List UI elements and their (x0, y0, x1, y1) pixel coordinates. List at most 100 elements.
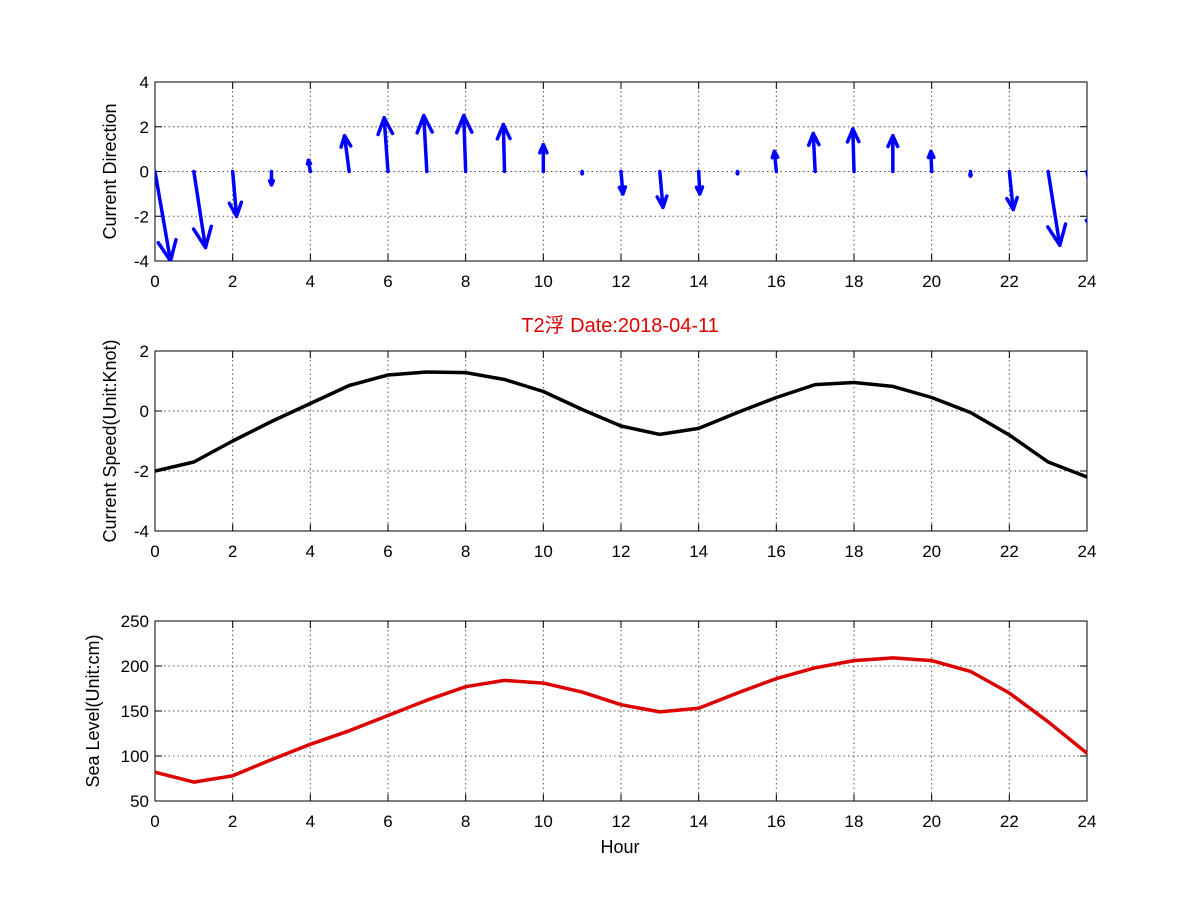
current-arrow (1046, 169, 1068, 248)
y-axis-label: Sea Level(Unit:cm) (83, 634, 103, 787)
current-arrow (617, 169, 628, 196)
arrow-head (495, 122, 512, 141)
arrow-head (926, 149, 936, 160)
current-arrow (376, 116, 395, 174)
arrow-shaft (811, 131, 817, 174)
x-tick-label: 20 (922, 542, 941, 561)
arrow-shaft (155, 169, 173, 261)
arrow-head (191, 224, 214, 250)
arrow-head (1046, 222, 1068, 248)
current-arrow (1005, 169, 1019, 212)
x-tick-label: 24 (1078, 542, 1097, 561)
arrow-head (886, 133, 900, 149)
arrow-shaft (342, 133, 351, 174)
x-tick-label: 24 (1078, 272, 1097, 291)
current-arrow (155, 169, 178, 261)
arrow-head (267, 179, 276, 187)
x-tick-label: 20 (922, 812, 941, 831)
y-tick-label: 250 (121, 612, 149, 631)
current-arrow (806, 131, 821, 174)
y-tick-label: 200 (121, 657, 149, 676)
current-arrow (770, 149, 780, 174)
arrow-head (537, 142, 549, 155)
y-axis-label: Current Direction (100, 103, 120, 239)
arrow-shaft (192, 169, 208, 250)
x-tick-label: 12 (612, 542, 631, 561)
current-arrow (191, 169, 214, 250)
x-tick-label: 10 (534, 272, 553, 291)
current-arrow (495, 122, 512, 174)
arrow-head (156, 237, 178, 261)
x-tick-label: 16 (767, 272, 786, 291)
x-tick-label: 10 (534, 542, 553, 561)
data-layer (155, 113, 1087, 261)
y-tick-label: -2 (134, 462, 149, 481)
current-arrow (339, 133, 353, 174)
y-tick-label: 100 (121, 747, 149, 766)
x-tick-label: 18 (845, 272, 864, 291)
arrow-head (1005, 195, 1019, 212)
y-tick-label: 2 (140, 118, 149, 137)
y-tick-label: 50 (130, 792, 149, 811)
x-tick-label: 4 (306, 542, 315, 561)
arrow-head (227, 200, 244, 218)
current-arrow (968, 169, 973, 178)
current-arrow (455, 113, 474, 174)
arrow-head (580, 171, 585, 176)
current-arrow (415, 113, 434, 174)
current-arrow (735, 169, 740, 176)
x-tick-label: 4 (306, 812, 315, 831)
y-tick-label: 2 (140, 342, 149, 361)
x-tick-label: 12 (612, 812, 631, 831)
x-tick-label: 0 (150, 812, 159, 831)
arrow-head (376, 116, 395, 137)
arrow-shaft (1046, 169, 1062, 248)
arrow-shaft (421, 113, 429, 174)
current-arrow (926, 149, 936, 174)
arrow-shaft (382, 116, 390, 174)
x-tick-label: 8 (461, 542, 470, 561)
x-tick-label: 16 (767, 542, 786, 561)
y-axis-label: Current Speed(Unit:Knot) (100, 339, 120, 542)
arrow-shaft (851, 127, 856, 174)
current-arrow (267, 169, 276, 187)
arrow-head (415, 113, 434, 135)
arrow-head (617, 185, 628, 196)
x-tick-label: 4 (306, 272, 315, 291)
x-tick-label: 14 (689, 272, 708, 291)
x-tick-label: 24 (1078, 812, 1097, 831)
data-layer (155, 656, 1087, 784)
current-arrow (655, 169, 669, 210)
current-arrow (886, 133, 900, 174)
x-tick-label: 22 (1000, 812, 1019, 831)
x-tick-label: 18 (845, 812, 864, 831)
arrow-head (655, 194, 669, 210)
y-tick-label: 4 (140, 73, 149, 92)
x-tick-label: 10 (534, 812, 553, 831)
x-tick-label: 18 (845, 542, 864, 561)
arrow-shaft (658, 169, 665, 210)
y-tick-label: -4 (134, 522, 149, 541)
arrow-shaft (461, 113, 468, 174)
y-tick-label: 0 (140, 402, 149, 421)
arrow-shaft (501, 122, 507, 174)
current-arrow (305, 158, 313, 174)
data-layer (155, 370, 1087, 479)
x-tick-label: 8 (461, 812, 470, 831)
arrow-head (806, 131, 821, 147)
x-tick-label: 0 (150, 272, 159, 291)
current-arrow (537, 142, 549, 174)
arrow-head (968, 172, 973, 178)
x-tick-label: 16 (767, 812, 786, 831)
current-arrow (845, 127, 861, 174)
x-tick-label: 6 (383, 272, 392, 291)
arrow-shaft (1007, 169, 1015, 212)
current-arrow (694, 169, 705, 196)
arrow-head (845, 127, 861, 144)
x-tick-label: 14 (689, 542, 708, 561)
arrow-head (735, 171, 740, 176)
arrow-head (305, 158, 313, 166)
